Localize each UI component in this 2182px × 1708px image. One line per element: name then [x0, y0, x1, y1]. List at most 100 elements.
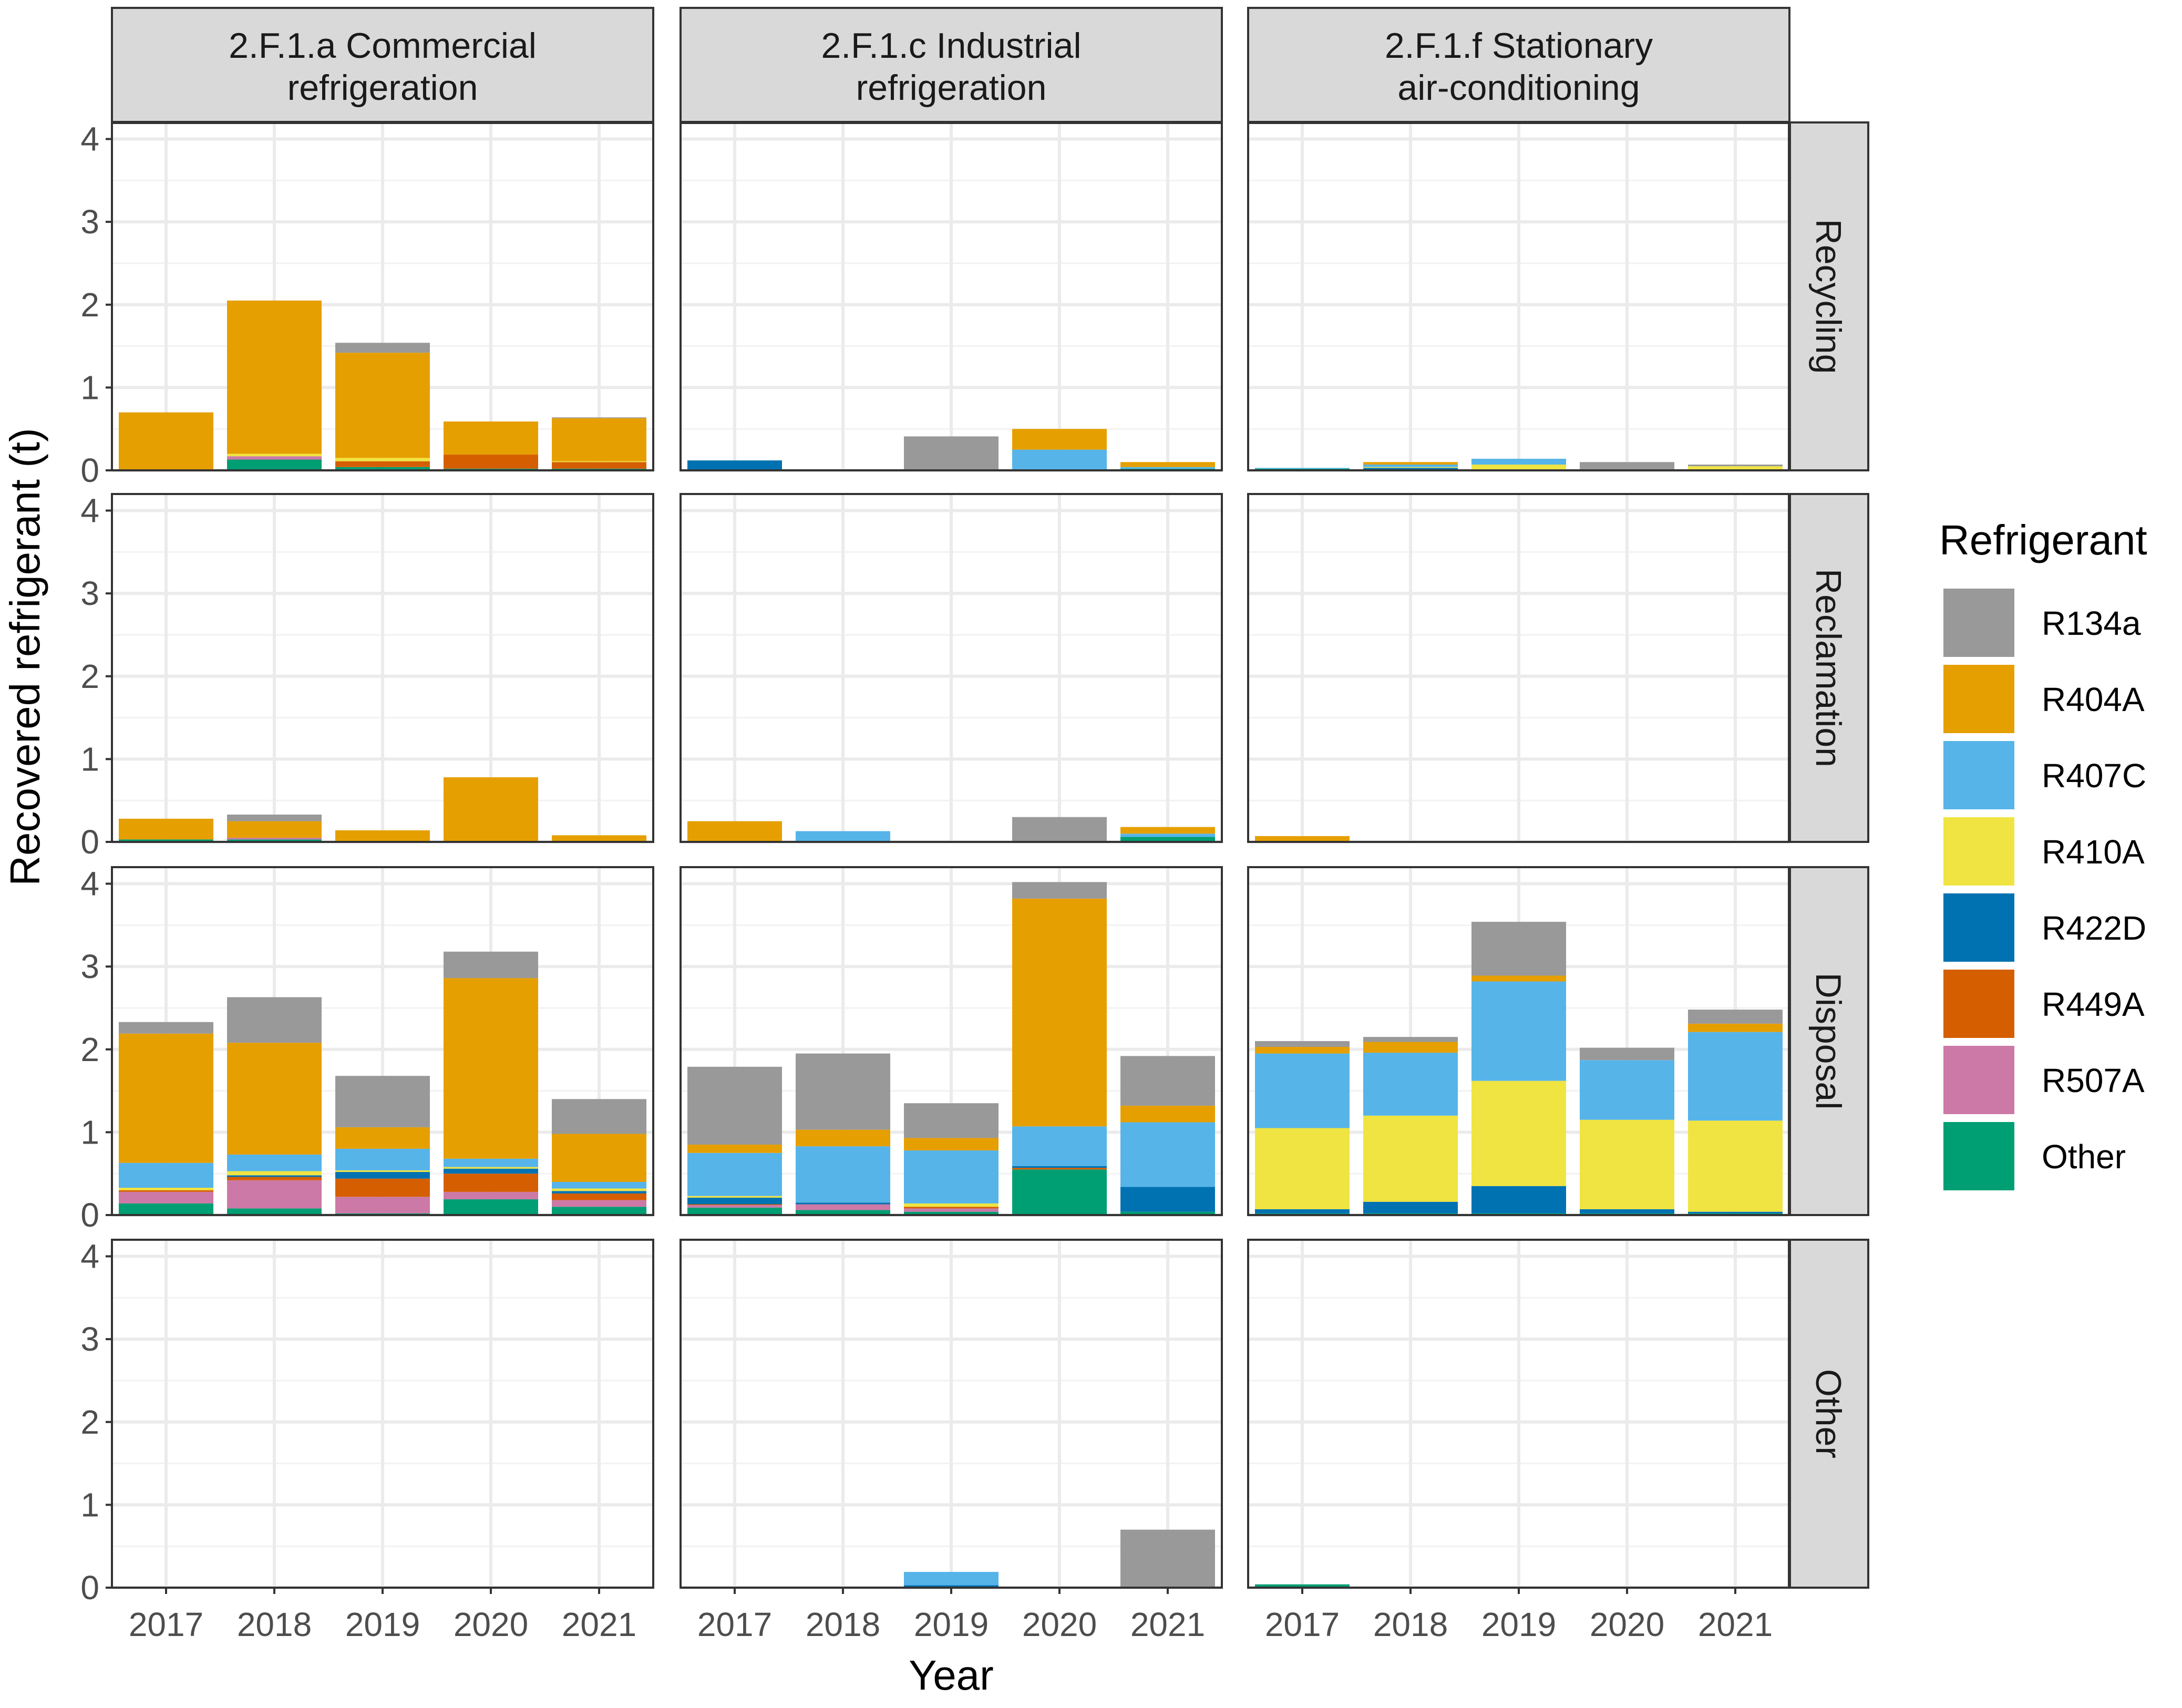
- bar-segment: [1363, 1037, 1458, 1042]
- bar-segment: [1012, 1168, 1107, 1170]
- panel-3-1: [1247, 121, 1790, 472]
- bar-segment: [1120, 837, 1215, 842]
- bar-segment: [552, 835, 646, 842]
- bar-segment: [552, 418, 646, 461]
- bar-segment: [119, 1162, 213, 1188]
- bar-segment: [119, 1190, 213, 1192]
- bar-segment: [1471, 464, 1566, 470]
- panel-3-4: [1247, 1239, 1790, 1589]
- bar-segment: [796, 1210, 890, 1215]
- panel-3-3: [1247, 866, 1790, 1217]
- bar-segment: [796, 1146, 890, 1203]
- legend-item: R404A: [1943, 665, 2145, 733]
- bar-segment: [1471, 1081, 1566, 1186]
- bar-segment: [1363, 1115, 1458, 1202]
- facet-panels: [111, 121, 1790, 1589]
- bar-segment: [1120, 467, 1215, 469]
- y-tick-label: 3: [80, 948, 99, 985]
- bar-segment: [119, 1022, 213, 1034]
- bar-segment: [444, 455, 538, 469]
- bar-segment: [687, 1196, 782, 1198]
- bar-segment: [1363, 468, 1458, 470]
- bar-segment: [1012, 882, 1107, 899]
- bar-segment: [1688, 1010, 1783, 1024]
- bar-segment: [687, 1205, 782, 1208]
- bar-segment: [796, 1202, 890, 1205]
- bar-segment: [1471, 922, 1566, 976]
- legend-label: R410A: [2042, 833, 2145, 871]
- panel-1-4: [111, 1239, 654, 1589]
- bar-segment: [227, 454, 322, 457]
- panel-1-3: [111, 866, 654, 1217]
- bar-segment: [227, 1043, 322, 1155]
- bar-segment: [1688, 1023, 1783, 1032]
- bar-segment: [904, 1203, 999, 1207]
- bar-segment: [444, 421, 538, 455]
- bar-segment: [335, 353, 430, 458]
- legend-item: Other: [1943, 1122, 2126, 1190]
- bar-segment: [227, 1154, 322, 1171]
- legend-swatch: [1943, 970, 2014, 1038]
- bar-segment: [227, 1177, 322, 1180]
- legend-label: R449A: [2042, 985, 2145, 1023]
- bar-segment: [227, 814, 322, 821]
- strip-background: [111, 7, 654, 124]
- y-tick-label: 1: [80, 1486, 99, 1524]
- bar-segment: [227, 1171, 322, 1176]
- y-tick-label: 0: [80, 823, 99, 861]
- y-tick-label: 1: [80, 1113, 99, 1151]
- bar-segment: [227, 300, 322, 454]
- bar-segment: [1012, 429, 1107, 450]
- bar-segment: [1471, 975, 1566, 982]
- legend-item: R407C: [1943, 741, 2146, 809]
- bar-segment: [904, 436, 999, 470]
- panel-border: [680, 493, 1223, 843]
- bar-segment: [227, 456, 322, 460]
- bar-segment: [552, 1200, 646, 1207]
- bar-segment: [1688, 464, 1783, 467]
- bar-segment: [904, 1207, 999, 1209]
- y-tick-label: 1: [80, 368, 99, 406]
- bar-segment: [335, 461, 430, 467]
- column-strip-label: refrigeration: [287, 68, 478, 108]
- row-strip: Disposal: [1788, 866, 1869, 1216]
- bar-segment: [552, 461, 646, 462]
- legend-item: R449A: [1943, 970, 2145, 1038]
- bar-segment: [1120, 827, 1215, 834]
- bar-segment: [904, 1138, 999, 1151]
- bar-segment: [444, 951, 538, 979]
- legend-label: R134a: [2042, 604, 2141, 642]
- bar-segment: [904, 1211, 999, 1215]
- legend-swatch: [1943, 741, 2014, 809]
- panel-border: [111, 493, 654, 843]
- row-strip-label: Disposal: [1808, 973, 1848, 1110]
- bar-segment: [1363, 464, 1458, 467]
- legend-title: Refrigerant: [1939, 517, 2147, 563]
- y-tick-label: 2: [80, 657, 99, 695]
- x-axis-title: Year: [909, 1652, 994, 1699]
- bar-segment: [687, 1204, 782, 1206]
- row-strip-label: Recycling: [1808, 219, 1848, 374]
- y-tick-label: 4: [80, 865, 99, 903]
- bar-segment: [444, 1191, 538, 1200]
- row-strip-label: Reclamation: [1808, 569, 1848, 767]
- bar-segment: [904, 1150, 999, 1203]
- bar-segment: [1580, 462, 1674, 470]
- y-tick-label: 4: [80, 492, 99, 530]
- bar-segment: [1688, 466, 1783, 470]
- bar-segment: [1012, 449, 1107, 470]
- bar-segment: [552, 462, 646, 469]
- bar-segment: [1120, 834, 1215, 837]
- bar-segment: [904, 1572, 999, 1586]
- bar-segment: [335, 1197, 430, 1213]
- y-tick-label: 0: [80, 1196, 99, 1234]
- x-tick-label: 2019: [345, 1606, 420, 1643]
- column-strip-label: 2.F.1.f Stationary: [1385, 26, 1653, 66]
- bar-segment: [1120, 1122, 1215, 1187]
- row-strip-label: Other: [1808, 1369, 1848, 1458]
- bar-segment: [687, 1153, 782, 1196]
- legend-swatch: [1943, 589, 2014, 657]
- y-tick-label: 1: [80, 740, 99, 778]
